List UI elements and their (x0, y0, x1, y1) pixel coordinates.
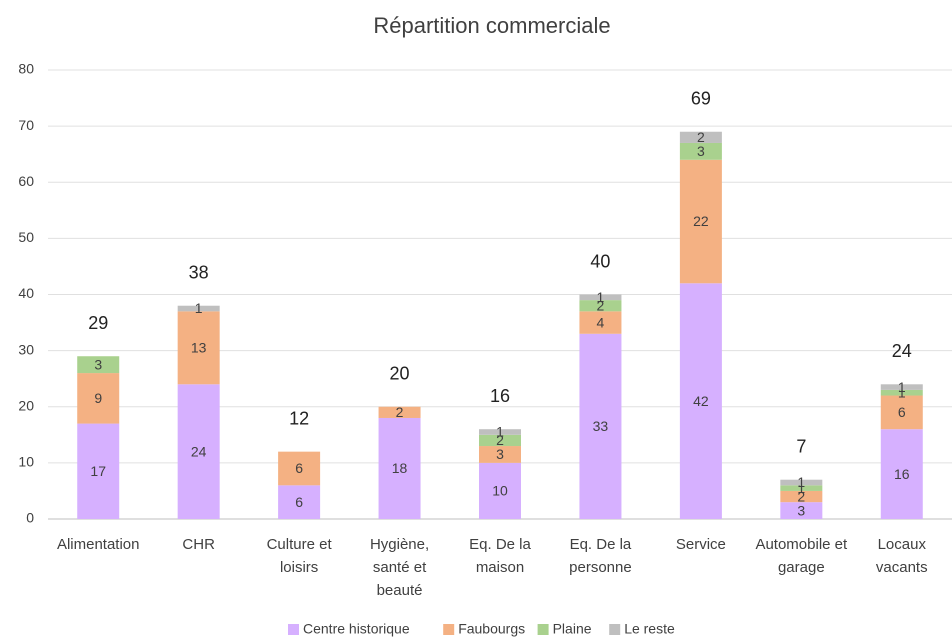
legend-swatch (537, 624, 549, 635)
bar-segment (579, 333, 622, 519)
bar-segment (77, 423, 120, 519)
bar-segment (479, 462, 521, 519)
data-label: 3 (94, 356, 102, 372)
bar-segment (880, 384, 923, 390)
data-label: 9 (94, 390, 102, 406)
bar-segment (77, 373, 120, 424)
bar-segment (479, 434, 521, 447)
total-label: 20 (390, 364, 410, 384)
bar-segment (780, 490, 823, 503)
data-label: 2 (697, 129, 705, 145)
data-label: 4 (597, 314, 605, 330)
y-tick-label: 70 (18, 117, 34, 133)
x-tick-label: Eq. De la personne (569, 536, 632, 576)
bar-segment (378, 406, 421, 418)
x-tick-label: Hygiène, santé et beauté (369, 536, 430, 599)
legend-label: Le reste (624, 621, 675, 637)
x-tick-label: Locaux vacants (875, 536, 928, 576)
bar-segment (278, 451, 321, 486)
data-label: 3 (697, 143, 705, 159)
data-label: 33 (593, 418, 609, 434)
bar-segment (780, 479, 823, 486)
x-tick-label: Service (675, 536, 726, 553)
bar-segment (177, 305, 220, 312)
total-label: 12 (289, 408, 309, 428)
total-label: 40 (590, 251, 610, 271)
data-label: 24 (191, 443, 207, 459)
data-label: 6 (898, 404, 906, 420)
bar-segment (479, 429, 521, 435)
y-tick-label: 30 (18, 341, 34, 357)
data-label: 2 (797, 488, 805, 504)
bar-segment (880, 395, 923, 430)
bar-segment (177, 311, 220, 385)
bar-segment (880, 389, 923, 396)
data-label: 1 (898, 379, 906, 395)
bar-segment (278, 485, 321, 519)
data-label: 18 (392, 460, 408, 476)
legend-label: Plaine (553, 621, 592, 637)
total-label: 7 (796, 436, 806, 456)
data-label: 22 (693, 213, 709, 229)
data-label: 6 (295, 460, 303, 476)
bar-segment (77, 356, 120, 374)
bar-segment (780, 485, 823, 491)
data-label: 1 (797, 480, 805, 496)
data-label: 17 (90, 463, 106, 479)
data-label: 2 (496, 432, 504, 448)
x-tick-label: CHR (182, 536, 215, 553)
x-tick-label: Eq. De la maison (469, 536, 531, 576)
total-label: 16 (490, 386, 510, 406)
bar-segment (780, 502, 823, 519)
y-tick-label: 60 (18, 173, 34, 189)
x-tick-label: Alimentation (56, 536, 140, 553)
data-label: 2 (597, 297, 605, 313)
y-tick-label: 0 (26, 510, 34, 526)
data-label: 42 (693, 393, 709, 409)
bar-segment (679, 131, 722, 143)
data-label: 13 (191, 340, 207, 356)
y-tick-label: 20 (18, 397, 34, 413)
bar-segment (579, 294, 622, 301)
data-label: 3 (797, 502, 805, 518)
data-label: 2 (396, 404, 404, 420)
total-label: 69 (691, 88, 711, 108)
bar-segment (177, 384, 220, 519)
bar-segment (880, 429, 923, 519)
legend-swatch (443, 624, 455, 635)
chart-title: Répartition commerciale (373, 13, 610, 38)
bar-segment (378, 417, 421, 519)
bar-segment (479, 446, 521, 463)
legend-swatch (609, 624, 621, 635)
data-label: 1 (898, 384, 906, 400)
total-label: 38 (189, 262, 209, 282)
legend-swatch (288, 624, 299, 635)
total-label: 24 (892, 341, 912, 361)
data-label: 1 (496, 424, 504, 440)
bar-segment (679, 283, 722, 519)
data-label: 1 (597, 289, 605, 305)
data-label: 1 (195, 300, 203, 316)
bar-segment (679, 142, 722, 160)
data-label: 3 (496, 446, 504, 462)
data-label: 10 (492, 483, 508, 499)
x-tick-label: Automobile et garage (755, 536, 848, 576)
y-tick-label: 80 (18, 61, 34, 77)
data-label: 1 (797, 474, 805, 490)
y-tick-label: 40 (18, 285, 34, 301)
legend-label: Faubourgs (458, 621, 525, 637)
data-label: 6 (295, 494, 303, 510)
y-tick-label: 10 (18, 454, 34, 470)
bar-segment (579, 311, 622, 334)
bar-segment (679, 159, 722, 284)
data-label: 16 (894, 466, 910, 482)
legend-label: Centre historique (303, 621, 410, 637)
total-label: 29 (88, 313, 108, 333)
y-tick-label: 50 (18, 229, 34, 245)
bar-segment (579, 300, 622, 312)
x-tick-label: Culture et loisirs (266, 536, 332, 576)
